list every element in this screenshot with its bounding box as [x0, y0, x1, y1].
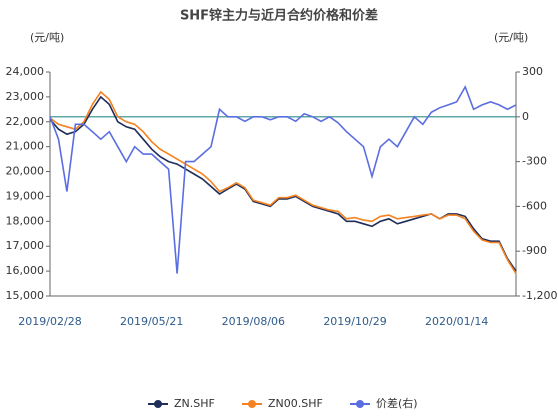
y2-tick-label: -300	[522, 155, 547, 168]
y2-tick-label: 0	[522, 110, 529, 123]
legend-label: 价差(右)	[376, 396, 418, 410]
y2-tick-label: 300	[522, 65, 543, 78]
x-tick-label: 2019/08/06	[222, 315, 285, 328]
legend-marker	[356, 400, 364, 408]
y-tick-label: 16,000	[6, 264, 45, 277]
y-tick-label: 21,000	[6, 140, 45, 153]
legend-marker	[154, 400, 162, 408]
series-line	[49, 85, 517, 274]
y2-unit: (元/吨)	[494, 31, 528, 44]
legend-marker	[248, 400, 256, 408]
chart-title: SHF锌主力与近月合约价格和价差	[180, 8, 378, 24]
y-tick-label: 19,000	[6, 189, 45, 202]
x-tick-label: 2019/02/28	[18, 315, 81, 328]
x-tick-label: 2019/10/29	[323, 315, 386, 328]
y2-tick-label: -600	[522, 199, 547, 212]
y-tick-label: 18,000	[6, 214, 45, 227]
y-tick-label: 20,000	[6, 165, 45, 178]
x-tick-label: 2020/01/14	[425, 315, 488, 328]
y-tick-label: 24,000	[6, 65, 45, 78]
legend-label: ZN.SHF	[174, 397, 215, 410]
y2-tick-label: -900	[522, 244, 547, 257]
legend-label: ZN00.SHF	[268, 397, 323, 410]
y-tick-label: 22,000	[6, 115, 45, 128]
y-unit: (元/吨)	[30, 31, 64, 44]
y-tick-label: 17,000	[6, 239, 45, 252]
x-tick-label: 2019/05/21	[120, 315, 183, 328]
y-tick-label: 15,000	[6, 289, 45, 302]
y2-tick-label: -1,200	[522, 289, 557, 302]
series-line	[49, 90, 517, 275]
y-tick-label: 23,000	[6, 90, 45, 103]
series-line	[49, 95, 517, 272]
